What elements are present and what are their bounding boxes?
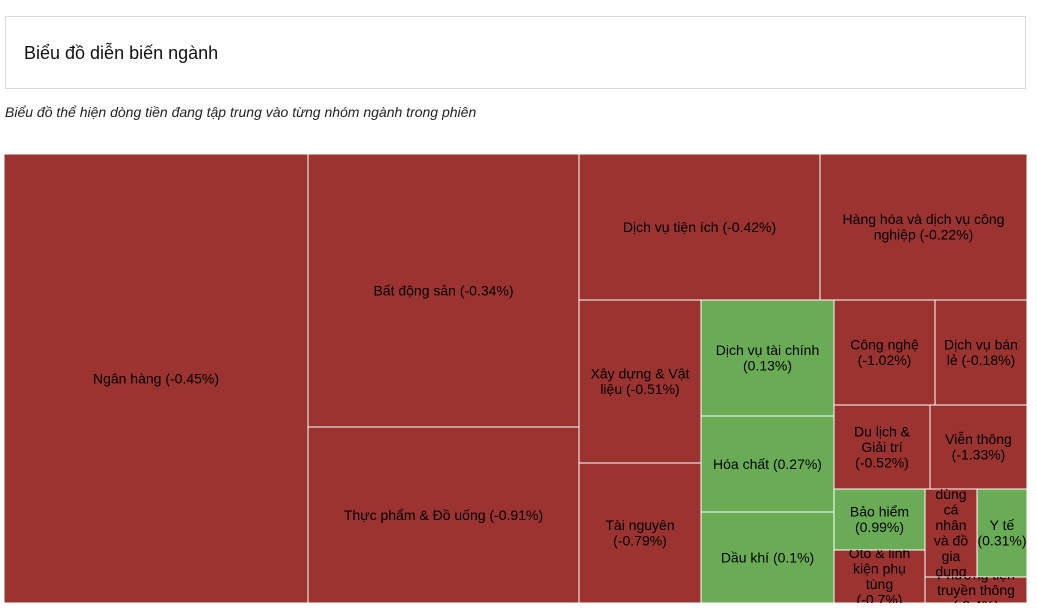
treemap-tile-label: Bảo hiểm (0.99%): [850, 504, 909, 536]
treemap-tile[interactable]: Ngân hàng (-0.45%): [4, 154, 309, 603]
treemap-tile-rect: [924, 488, 978, 578]
treemap-tile-rect: [307, 426, 580, 603]
treemap-tile[interactable]: Dịch vụ tài chính (0.13%): [700, 299, 835, 417]
treemap-tile[interactable]: Bất động sản (-0.34%): [307, 154, 580, 428]
treemap-tile-label: Bất động sản (-0.34%): [373, 282, 513, 298]
treemap-tile-label: Hóa chất (0.27%): [713, 456, 822, 472]
treemap-tile-label: Thực phẩm & Đồ uống (-0.91%): [344, 507, 543, 523]
treemap-tile-label: Ôtô & linh kiện phụ tùng (-0.7%): [849, 545, 910, 603]
treemap-tile[interactable]: Ôtô & linh kiện phụ tùng (-0.7%): [833, 545, 926, 603]
treemap-tile[interactable]: Viễn thông (-1.33%): [929, 404, 1027, 490]
treemap-tile-rect: [819, 154, 1027, 301]
chart-title: Biểu đồ diễn biến ngành: [24, 43, 219, 63]
treemap-tile-label: Công nghệ (-1.02%): [850, 337, 919, 369]
treemap-tile[interactable]: Du lịch & Giải trí (-0.52%): [833, 404, 931, 490]
treemap-tile-rect: [833, 488, 926, 551]
chart-subtitle: Biểu đồ thể hiện dòng tiền đang tập trun…: [5, 104, 477, 120]
treemap-tile-rect: [578, 154, 821, 301]
treemap-tile-rect: [934, 299, 1027, 406]
treemap-tile-label: Ngân hàng (-0.45%): [93, 370, 219, 386]
treemap-tile-label: Dịch vụ tài chính (0.13%): [716, 342, 820, 374]
treemap-tile-rect: [700, 511, 835, 603]
treemap-tile[interactable]: Thực phẩm & Đồ uống (-0.91%): [307, 426, 580, 603]
treemap-tile-rect: [929, 404, 1027, 490]
sector-treemap: Ngân hàng (-0.45%) Bất động sản (-0.34%) T…: [4, 154, 1027, 603]
treemap-tile-label: Du lịch & Giải trí (-0.52%): [854, 423, 911, 470]
treemap-tile-rect: [578, 462, 702, 603]
treemap-tile[interactable]: Xây dựng & Vật liệu (-0.51%): [578, 299, 702, 464]
chart-header-card: Biểu đồ diễn biến ngành: [5, 16, 1026, 89]
treemap-tile-rect: [833, 404, 931, 490]
treemap-tile[interactable]: Tài nguyên (-0.79%): [578, 462, 702, 603]
treemap-tile-rect: [4, 154, 309, 603]
treemap-tile-rect: [578, 299, 702, 464]
treemap-tile[interactable]: Công nghệ (-1.02%): [833, 299, 936, 406]
treemap-tile-label: Hàng hóa và dịch vụ công nghiệp (-0.22%): [843, 211, 1005, 243]
treemap-tile-rect: [833, 549, 926, 603]
treemap-tile-label: Phương tiệntruyền thông(-0.4%): [937, 566, 1015, 603]
treemap-tile-rect: [307, 154, 580, 428]
treemap-tile-rect: [700, 415, 835, 513]
treemap-tile-rect: [700, 299, 835, 417]
treemap-tile-label: Dịch vụ tiện ích (-0.42%): [623, 219, 776, 235]
treemap-tile-rect: [924, 576, 1027, 603]
treemap-tile-rect: [833, 299, 936, 406]
treemap-tile[interactable]: Hàng hóa và dịch vụ công nghiệp (-0.22%): [819, 154, 1027, 301]
treemap-tile-label: Y tế (0.31%): [977, 517, 1026, 549]
treemap-tile[interactable]: Dịch vụ bán lẻ (-0.18%): [934, 299, 1027, 406]
treemap-tile-label: Dầu khí (0.1%): [721, 549, 814, 565]
treemap-tile[interactable]: Bảo hiểm (0.99%): [833, 488, 926, 551]
treemap-tile-label: Tài nguyên (-0.79%): [605, 517, 674, 549]
treemap-tile[interactable]: Phương tiệntruyền thông(-0.4%): [924, 566, 1027, 603]
treemap-tile-label: Xây dựng & Vật liệu (-0.51%): [591, 366, 690, 398]
treemap-tile[interactable]: Dịch vụ tiện ích (-0.42%): [578, 154, 821, 301]
treemap-tile-label: Dịch vụ bán lẻ (-0.18%): [944, 337, 1018, 369]
treemap-tile-label: Viễn thông (-1.33%): [945, 431, 1012, 463]
treemap-tile-rect: [976, 488, 1027, 578]
treemap-tile[interactable]: Hóa chất (0.27%): [700, 415, 835, 513]
treemap-tile[interactable]: Y tế (0.31%): [976, 488, 1027, 578]
treemap-tile[interactable]: Dầu khí (0.1%): [700, 511, 835, 603]
